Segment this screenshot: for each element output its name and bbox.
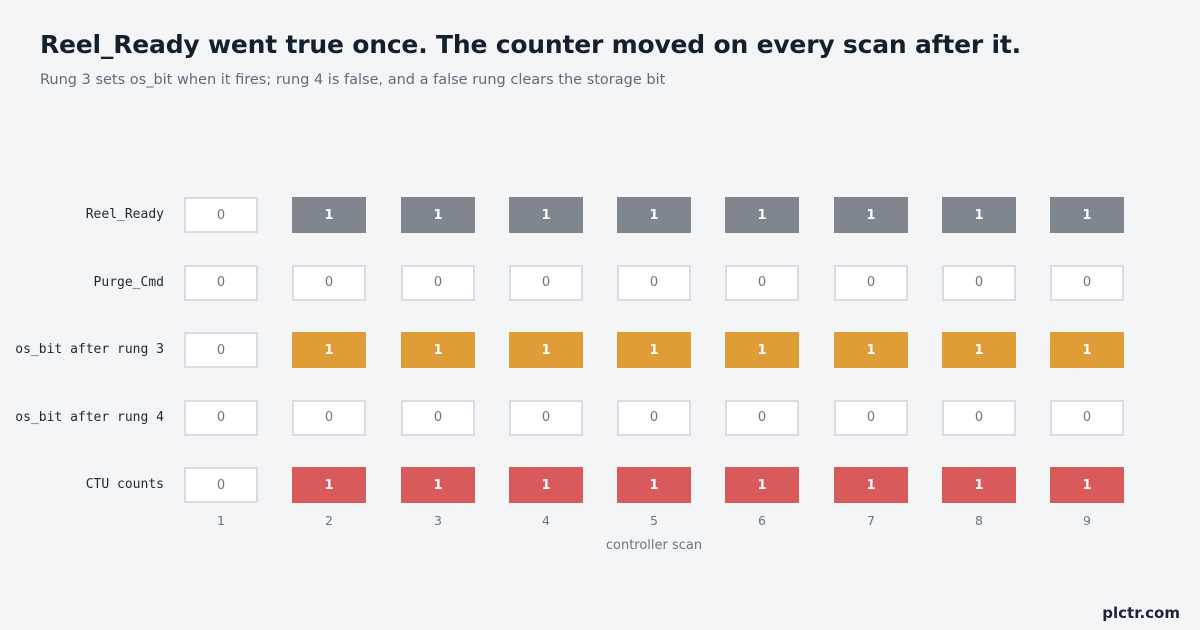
signal-cell: 0 <box>184 197 258 233</box>
signal-cell: 1 <box>401 197 475 233</box>
x-tick-label: 2 <box>325 513 333 528</box>
signal-cell: 1 <box>292 332 366 368</box>
signal-cell: 1 <box>401 332 475 368</box>
signal-cell: 0 <box>834 399 908 436</box>
x-tick-label: 4 <box>542 513 550 528</box>
signal-cell: 0 <box>184 264 258 301</box>
row-label: CTU counts <box>85 477 164 492</box>
signal-cell: 1 <box>617 197 691 233</box>
row-label: os_bit after rung 3 <box>15 342 164 357</box>
signal-cell: 0 <box>292 399 366 436</box>
signal-cell: 1 <box>834 467 908 503</box>
x-tick-label: 5 <box>650 513 658 528</box>
signal-cell: 1 <box>1050 197 1124 233</box>
chart-subtitle: Rung 3 sets os_bit when it fires; rung 4… <box>40 72 666 88</box>
signal-cell: 0 <box>725 399 799 436</box>
signal-cell: 1 <box>509 332 583 368</box>
signal-cell: 1 <box>292 197 366 233</box>
signal-cell: 0 <box>834 264 908 301</box>
brand-logo: plctr.com <box>1102 604 1180 622</box>
signal-cell: 0 <box>1050 264 1124 301</box>
x-tick-label: 1 <box>217 513 225 528</box>
signal-cell: 0 <box>1050 399 1124 436</box>
signal-cell: 1 <box>942 197 1016 233</box>
signal-cell: 1 <box>292 467 366 503</box>
x-tick-label: 7 <box>867 513 875 528</box>
signal-cell: 0 <box>401 264 475 301</box>
signal-cell: 0 <box>184 399 258 436</box>
signal-cell: 0 <box>617 399 691 436</box>
signal-cell: 0 <box>401 399 475 436</box>
signal-cell: 1 <box>834 197 908 233</box>
signal-cell: 1 <box>1050 467 1124 503</box>
row-label: os_bit after rung 4 <box>15 409 164 425</box>
signal-cell: 1 <box>509 467 583 503</box>
signal-cell: 1 <box>834 332 908 368</box>
signal-cell: 0 <box>942 399 1016 436</box>
x-tick-label: 9 <box>1083 513 1091 528</box>
signal-cell: 1 <box>725 332 799 368</box>
signal-cell: 1 <box>725 197 799 233</box>
chart-title: Reel_Ready went true once. The counter m… <box>40 30 1021 59</box>
signal-cell: 1 <box>509 197 583 233</box>
signal-cell: 0 <box>292 264 366 301</box>
row-label: Reel_Ready <box>85 207 164 222</box>
x-tick-label: 8 <box>975 513 983 528</box>
signal-cell: 0 <box>184 332 258 368</box>
signal-cell: 1 <box>942 332 1016 368</box>
x-tick-label: 6 <box>758 513 766 528</box>
signal-cell: 0 <box>509 264 583 301</box>
signal-cell: 0 <box>942 264 1016 301</box>
signal-cell: 1 <box>617 467 691 503</box>
signal-cell: 1 <box>1050 332 1124 368</box>
x-axis-label: controller scan <box>605 538 703 553</box>
row-label: Purge_Cmd <box>93 274 164 290</box>
signal-cell: 1 <box>401 467 475 503</box>
signal-cell: 1 <box>725 467 799 503</box>
signal-cell: 0 <box>725 264 799 301</box>
signal-cell: 0 <box>509 399 583 436</box>
signal-cell: 1 <box>617 332 691 368</box>
x-tick-label: 3 <box>434 513 442 528</box>
signal-cell: 1 <box>942 467 1016 503</box>
signal-cell: 0 <box>617 264 691 301</box>
signal-cell: 0 <box>184 467 258 503</box>
